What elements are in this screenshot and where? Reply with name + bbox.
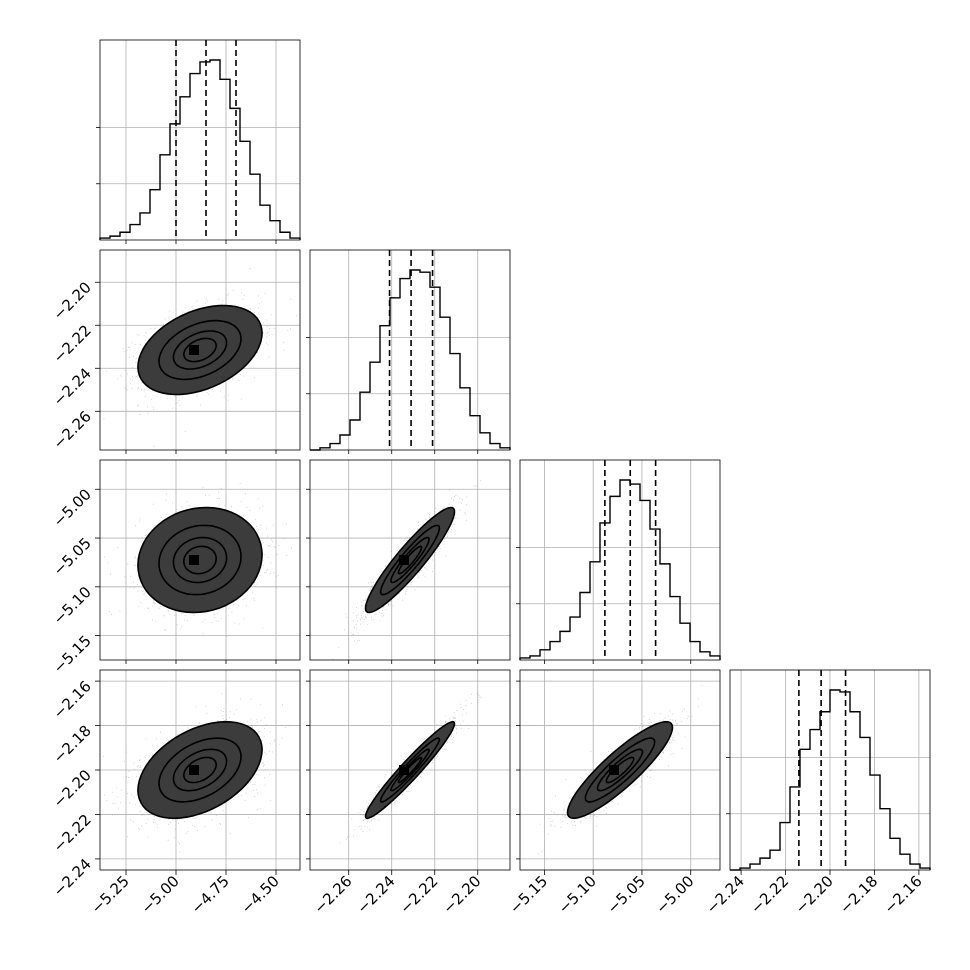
scatter-points: [103, 483, 292, 637]
contour-line: [397, 545, 423, 575]
contour-line: [172, 330, 228, 370]
x-tick-label: −5.00: [652, 872, 697, 917]
density-band: [137, 507, 263, 613]
panel-frame: [519, 459, 721, 661]
y-tick-label: −2.22: [50, 321, 95, 366]
contour-line: [596, 748, 644, 792]
y-axis-1: −2.26−2.24−2.22−2.20: [50, 278, 100, 453]
contour-line: [137, 506, 263, 614]
x-tick-label: −2.24: [703, 872, 748, 917]
contour-line: [182, 756, 218, 784]
scatter-panel-1-2: [309, 459, 511, 661]
scatter-panel-0-3: [99, 669, 301, 871]
x-tick-label: −5.10: [555, 872, 600, 917]
scatter-panel-1-3: [309, 669, 511, 871]
y-tick-label: −2.18: [50, 722, 95, 767]
histogram-panel-1: [306, 249, 511, 451]
x-tick-label: −5.15: [506, 872, 551, 917]
y-tick-label: −2.22: [50, 811, 95, 856]
contour-line: [158, 737, 242, 803]
panel-frame: [99, 39, 301, 241]
contour-line: [137, 304, 263, 396]
y-tick-label: −2.26: [50, 407, 95, 452]
histogram-panel-2: [516, 459, 721, 661]
contour-line: [182, 337, 218, 363]
contour-line: [182, 545, 218, 575]
contour-line: [379, 737, 441, 803]
y-tick-label: −2.24: [50, 855, 95, 900]
y-tick-label: −2.16: [50, 677, 95, 722]
x-axis-3: −2.24 −2.22 −2.20 −2.18 −2.16: [703, 870, 926, 917]
x-tick-label: −2.26: [310, 872, 355, 917]
y-tick-label: −5.10: [50, 583, 95, 628]
x-tick-label: −2.22: [396, 872, 441, 917]
y-tick-label: −5.15: [50, 632, 95, 677]
density-band: [365, 721, 455, 819]
contour-line: [158, 524, 242, 596]
scatter-panel-0-2: [99, 459, 301, 661]
histogram-outline: [310, 269, 511, 451]
density-peak: [189, 555, 199, 565]
y-tick-label: −2.20: [50, 766, 95, 811]
contour-line: [397, 756, 423, 784]
y-axis-3: −2.24−2.22−2.20−2.18−2.16: [50, 677, 100, 900]
panel-frame: [309, 459, 511, 661]
panel-frame: [99, 459, 301, 661]
density-band: [137, 305, 263, 395]
contour-line: [390, 536, 430, 584]
x-tick-label: −2.20: [439, 872, 484, 917]
contour-line: [137, 720, 263, 820]
x-axis-1: −2.26−2.24−2.22−2.20: [310, 870, 485, 917]
density-peak: [189, 345, 199, 355]
contour-line: [364, 506, 456, 614]
x-tick-label: −2.24: [353, 872, 398, 917]
x-tick-label: −4.50: [238, 872, 283, 917]
x-tick-label: −2.18: [836, 872, 881, 917]
scatter-panel-2-3: [519, 669, 721, 871]
x-axis-2: −5.15 −5.10 −5.05 −5.00: [506, 870, 698, 917]
scatter-panel-0-1: [99, 249, 301, 451]
y-axis-2: −5.15−5.10−5.05−5.00: [50, 485, 100, 677]
contour-line: [584, 737, 656, 803]
x-tick-label: −2.20: [792, 872, 837, 917]
panel-frame: [99, 249, 301, 451]
y-tick-label: −5.00: [50, 485, 95, 530]
histogram-panel-3: [726, 669, 931, 871]
contour-line: [172, 748, 228, 792]
x-tick-label: −5.05: [604, 872, 649, 917]
x-axis-0: −5.25 −5.00 −4.75 −4.50: [88, 870, 283, 917]
x-tick-label: −5.25: [88, 872, 133, 917]
contour-line: [364, 720, 456, 820]
density-band: [365, 507, 455, 613]
histogram-outline: [519, 479, 721, 660]
contour-line: [172, 536, 228, 584]
x-tick-label: −4.75: [188, 872, 233, 917]
density-band: [567, 721, 673, 819]
density-peak: [189, 765, 199, 775]
density-band: [137, 721, 263, 819]
histogram-panel-0: [96, 39, 301, 241]
y-tick-label: −2.20: [50, 278, 95, 323]
y-tick-label: −5.05: [50, 534, 95, 579]
x-tick-label: −2.16: [880, 872, 925, 917]
contour-line: [605, 756, 635, 784]
density-peak: [399, 555, 409, 565]
panel-frame: [309, 249, 511, 451]
histogram-outline: [730, 689, 931, 871]
contour-line: [158, 319, 242, 381]
contour-line: [390, 748, 430, 792]
contour-line: [566, 720, 674, 820]
histogram-outline: [99, 59, 301, 240]
x-tick-label: −5.00: [138, 872, 183, 917]
y-tick-label: −2.24: [50, 364, 95, 409]
x-tick-label: −2.22: [747, 872, 792, 917]
contour-line: [379, 524, 441, 596]
